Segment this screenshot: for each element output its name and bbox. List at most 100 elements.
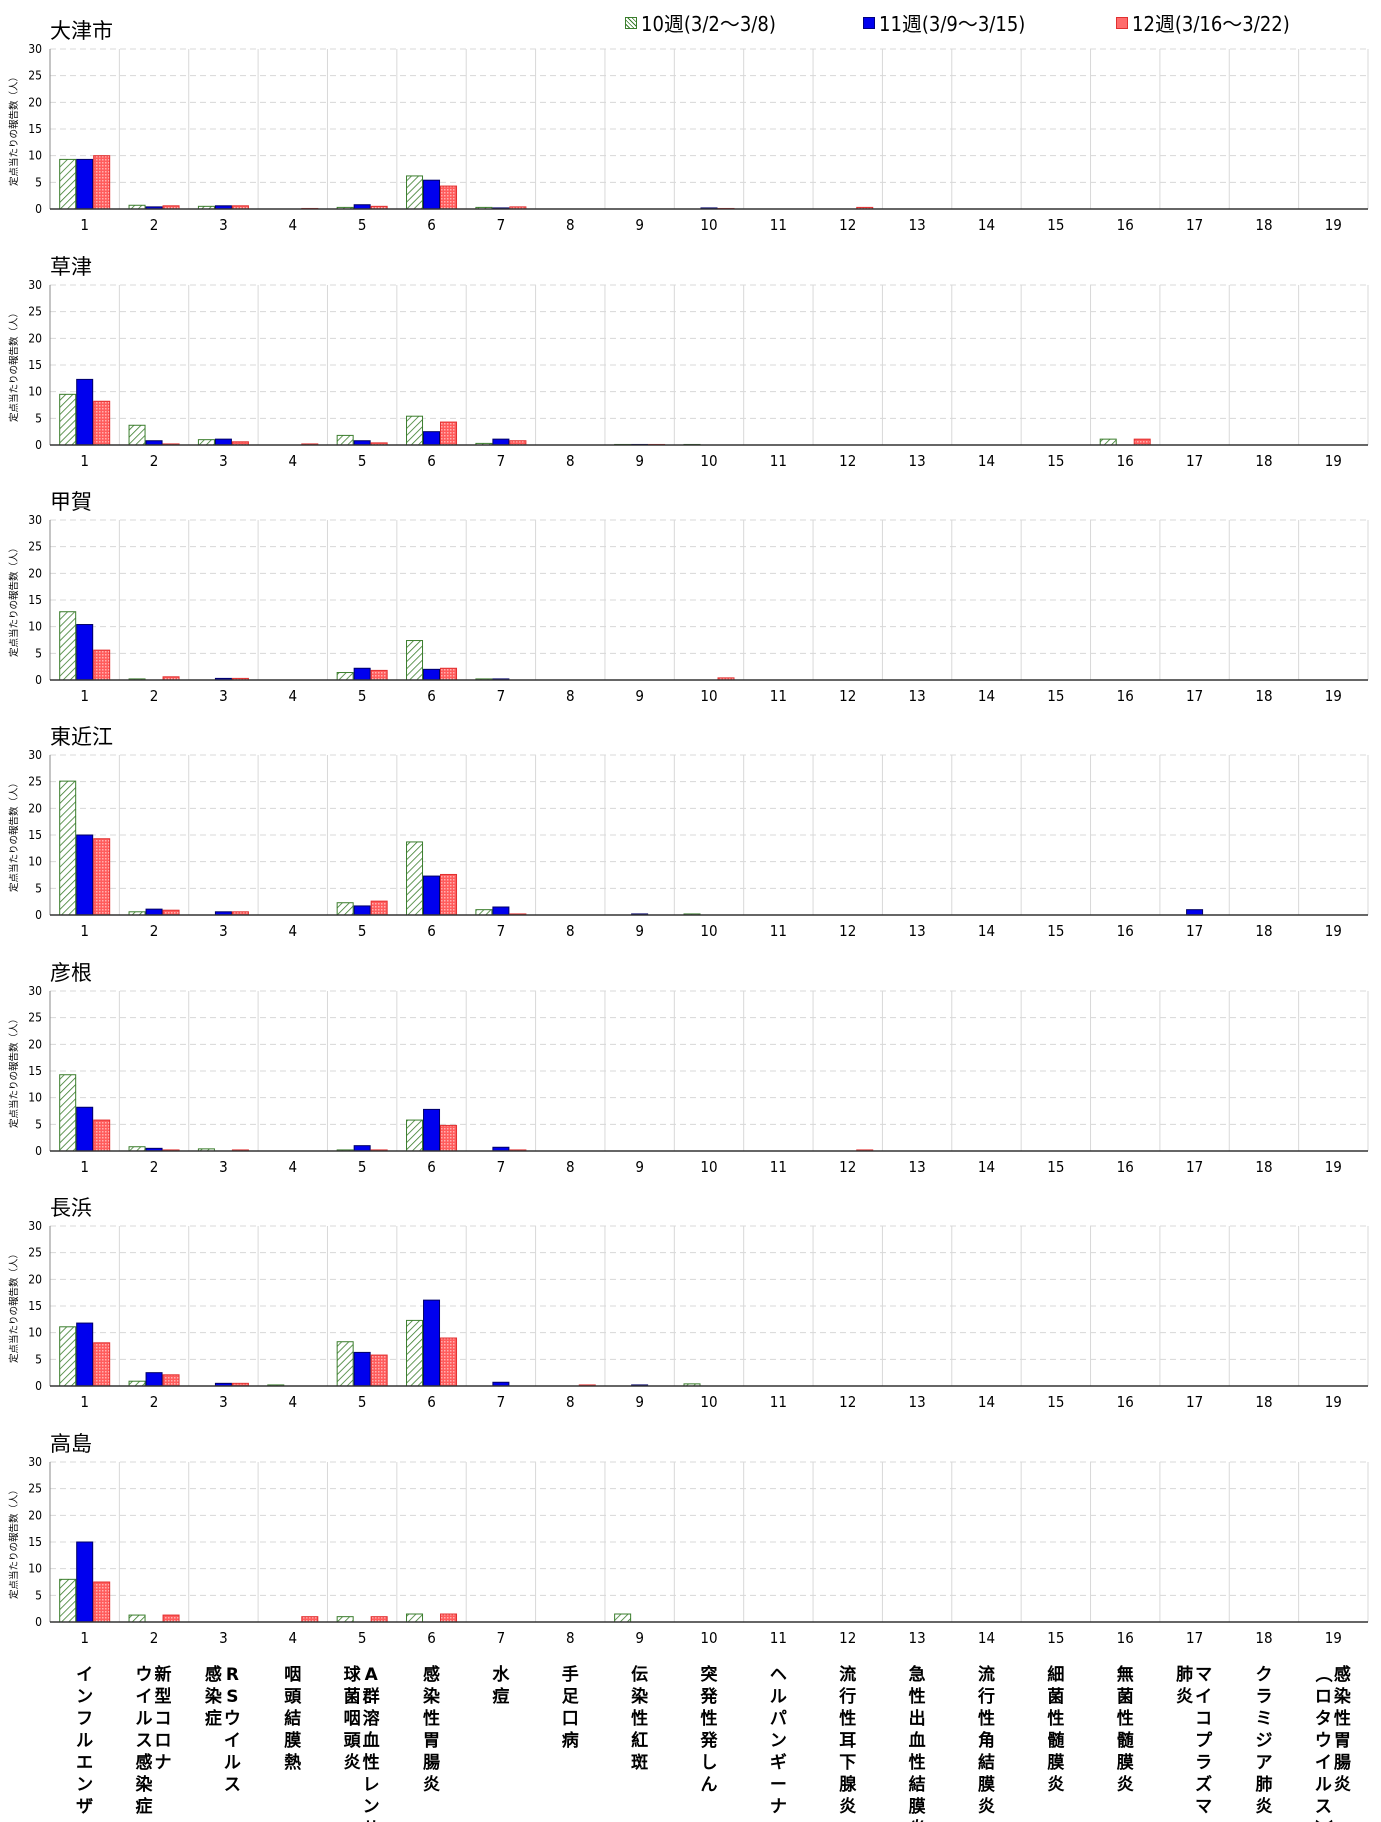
- x-tick-label: 2: [150, 1393, 159, 1411]
- x-tick-label: 9: [635, 216, 644, 234]
- disease-label-char: 胃: [1334, 1731, 1351, 1751]
- y-tick-label: 25: [28, 540, 42, 554]
- bar-week12-cat1: [93, 838, 111, 916]
- x-tick-label: 18: [1255, 1393, 1272, 1411]
- x-tick-label: 1: [80, 922, 89, 940]
- disease-label-char: ジ: [1255, 1731, 1272, 1751]
- x-tick-label: 16: [1117, 1158, 1134, 1176]
- x-tick-label: 13: [909, 216, 926, 234]
- y-axis-label: 定点当たりの報告数（人）: [8, 778, 20, 892]
- bar-week11-cat5: [353, 1351, 371, 1387]
- disease-label-char: 結: [284, 1708, 301, 1729]
- disease-label-char: ウ: [1315, 1731, 1332, 1751]
- x-tick-label: 8: [566, 1629, 575, 1647]
- disease-label-char: 病: [562, 1730, 579, 1751]
- y-tick-label: 20: [28, 1037, 42, 1051]
- disease-label-char: 染: [205, 1686, 222, 1707]
- bar-week11-cat1: [76, 1106, 94, 1152]
- x-tick-label: 14: [978, 922, 995, 940]
- y-tick-label: 5: [35, 411, 42, 425]
- panel-title: 東近江: [50, 725, 113, 749]
- y-tick-label: 20: [28, 566, 42, 580]
- disease-label-char: ク: [1255, 1665, 1272, 1685]
- disease-label-char: ミ: [1255, 1709, 1272, 1729]
- disease-label-char: S: [226, 1687, 238, 1707]
- disease-label-char: ス: [224, 1775, 241, 1795]
- x-tick-label: 11: [770, 452, 787, 470]
- bar-week11-cat6: [423, 1108, 441, 1152]
- disease-label-char: 炎: [1255, 1797, 1272, 1817]
- disease-label-char: 胃: [423, 1731, 440, 1751]
- disease-label-char: 突: [701, 1664, 718, 1685]
- disease-label-char: 染: [423, 1686, 440, 1707]
- x-tick-label: 15: [1047, 216, 1064, 234]
- x-tick-label: 9: [635, 452, 644, 470]
- x-tick-label: 17: [1186, 1629, 1203, 1647]
- disease-label-char: イ: [1195, 1687, 1212, 1707]
- legend-label-week12: 12週(3/16～3/22): [1132, 12, 1290, 36]
- disease-label-char: ザ: [76, 1797, 93, 1817]
- bar-week10-cat5: [336, 434, 354, 446]
- y-tick-label: 5: [35, 646, 42, 660]
- disease-label-char: ロ: [1315, 1687, 1332, 1707]
- x-tick-label: 1: [80, 1158, 89, 1176]
- y-tick-label: 20: [28, 1508, 42, 1522]
- y-tick-label: 15: [28, 828, 42, 842]
- disease-label-char: 感: [1334, 1664, 1351, 1685]
- bar-week11-cat3: [214, 438, 232, 446]
- disease-label-char: 血: [363, 1730, 380, 1751]
- disease-label-char: 血: [909, 1730, 926, 1751]
- x-tick-label: 8: [566, 1158, 575, 1176]
- disease-label-char: ス: [136, 1731, 153, 1751]
- disease-label-char: 炎: [423, 1775, 440, 1795]
- y-tick-label: 15: [28, 122, 42, 136]
- x-tick-label: 5: [358, 216, 367, 234]
- bar-week11-cat7: [492, 438, 510, 446]
- disease-label-char: 流: [839, 1664, 856, 1685]
- x-tick-label: 12: [839, 687, 856, 705]
- x-tick-label: 19: [1325, 1393, 1342, 1411]
- bar-week11-cat2: [145, 908, 163, 916]
- y-tick-label: 25: [28, 1246, 42, 1260]
- disease-label-char: ナ: [155, 1753, 172, 1773]
- x-tick-label: 18: [1255, 687, 1272, 705]
- bar-week10-cat1: [59, 1326, 77, 1387]
- bar-week12-cat16: [1133, 438, 1151, 446]
- x-tick-label: 11: [770, 1393, 787, 1411]
- disease-label-char: 症: [136, 1796, 153, 1817]
- disease-label-char: ン: [76, 1775, 93, 1795]
- disease-label-char: プ: [1195, 1730, 1213, 1751]
- bar-week12-cat6: [440, 667, 458, 681]
- y-tick-label: 25: [28, 69, 42, 83]
- y-tick-label: 30: [28, 513, 42, 527]
- x-tick-label: 16: [1117, 687, 1134, 705]
- x-tick-label: 12: [839, 216, 856, 234]
- bar-week12-cat1: [93, 400, 111, 446]
- y-tick-label: 5: [35, 1588, 42, 1602]
- disease-label-char: ん: [701, 1775, 718, 1795]
- x-tick-label: 13: [909, 922, 926, 940]
- disease-label-char: 肺: [1176, 1665, 1193, 1685]
- disease-label-char: 急: [909, 1664, 926, 1685]
- x-tick-label: 13: [909, 1158, 926, 1176]
- legend-swatch-week10: [625, 16, 637, 29]
- x-tick-label: 2: [150, 687, 159, 705]
- y-axis-label: 定点当たりの報告数（人）: [8, 72, 20, 186]
- disease-label-char: ン: [770, 1731, 787, 1751]
- x-tick-label: 5: [358, 922, 367, 940]
- panel-title: 高島: [50, 1432, 92, 1456]
- disease-label-char: 膜: [284, 1730, 301, 1751]
- y-tick-label: 30: [28, 984, 42, 998]
- disease-label-char: 膜: [1047, 1752, 1064, 1773]
- x-tick-label: 18: [1255, 922, 1272, 940]
- disease-label-char: 流: [978, 1664, 995, 1685]
- bar-week11-cat5: [353, 1145, 371, 1152]
- bar-week11-cat6: [423, 875, 441, 916]
- disease-label-char: 水: [492, 1664, 510, 1685]
- disease-label-char: 性: [909, 1752, 926, 1773]
- x-tick-label: 9: [635, 1393, 644, 1411]
